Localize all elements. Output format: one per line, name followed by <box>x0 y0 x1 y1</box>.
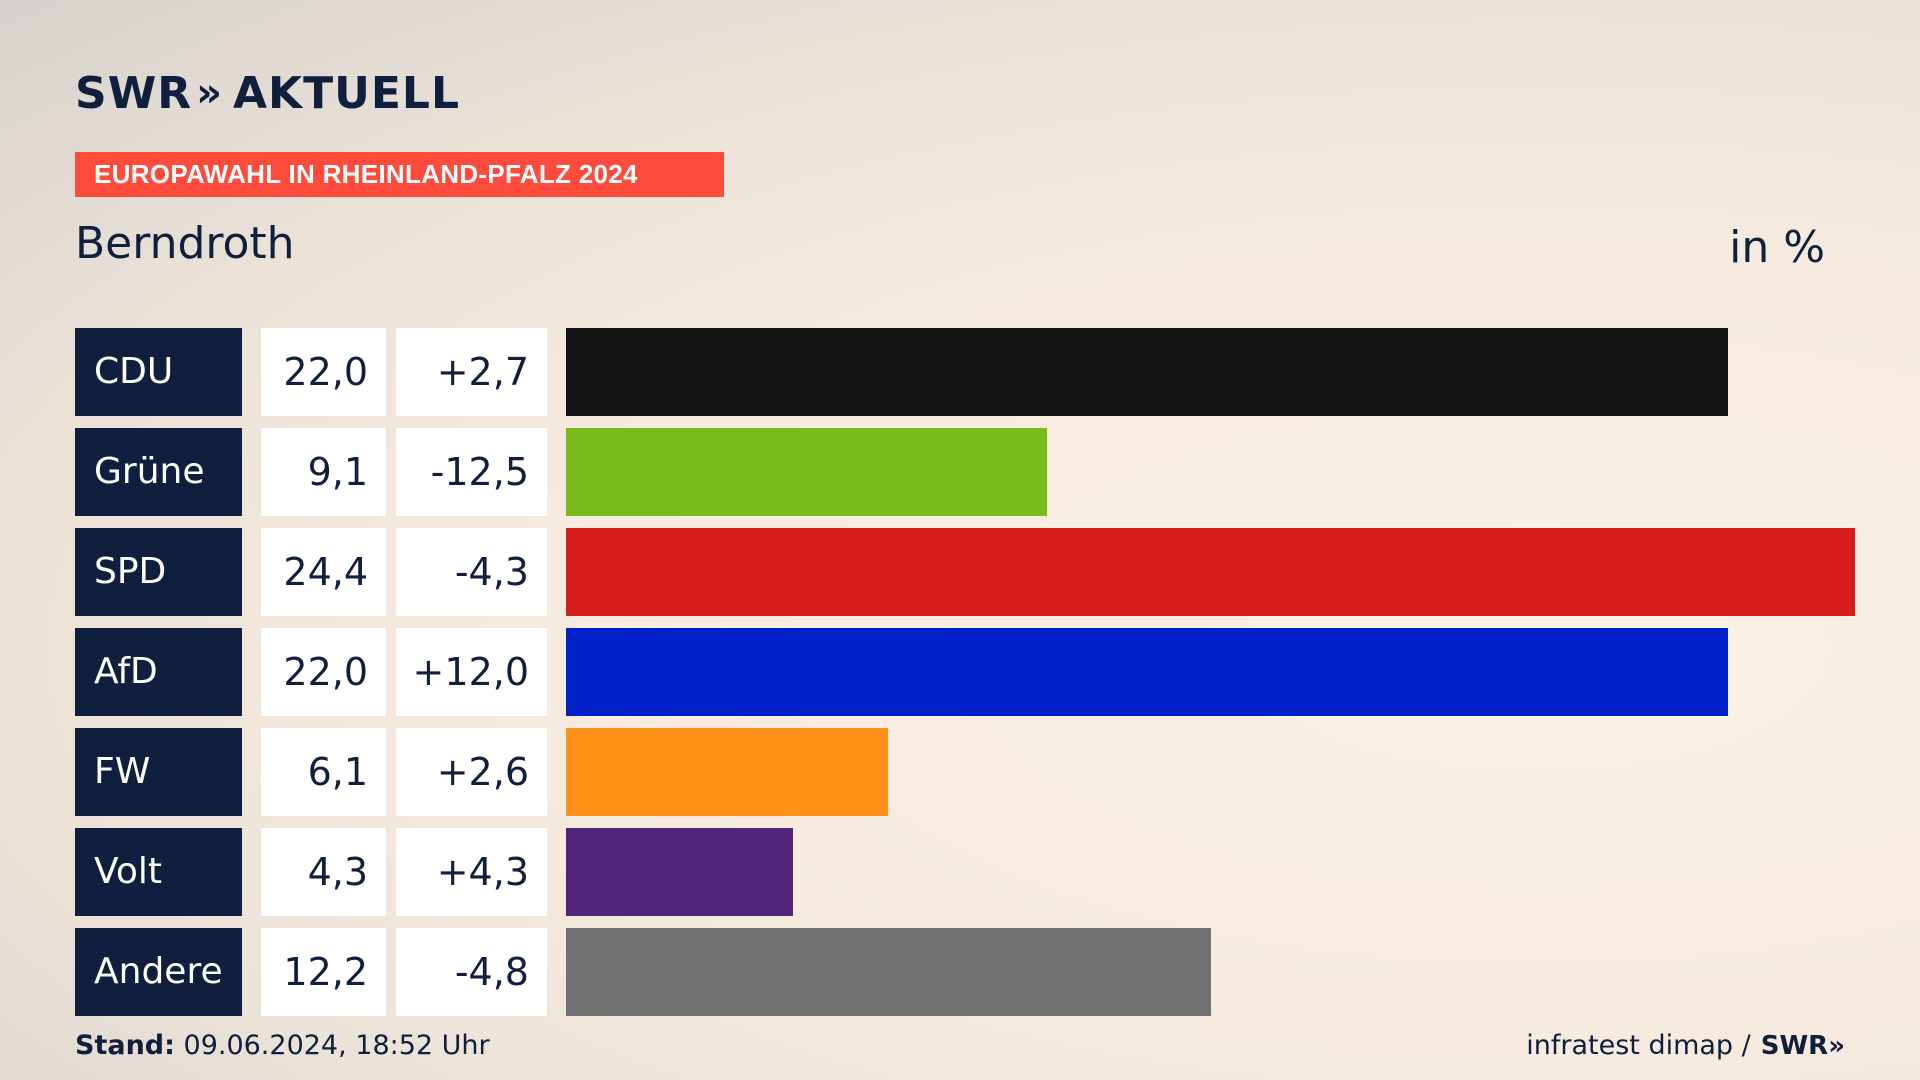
bar-afd <box>566 628 1728 716</box>
result-row: Andere 12,2 -4,8 <box>75 928 1855 1016</box>
vote-change: +2,6 <box>396 728 547 816</box>
bar-andere <box>566 928 1211 1016</box>
brand-suffix: AKTUELL <box>232 67 460 119</box>
source-credit: infratest dimap / SWR» <box>1526 1030 1845 1061</box>
source-text: infratest dimap / <box>1526 1030 1751 1061</box>
result-row: AfD 22,0 +12,0 <box>75 628 1855 716</box>
bar-cdu <box>566 328 1728 416</box>
source-brand: SWR» <box>1760 1030 1845 1061</box>
party-label: SPD <box>75 528 242 616</box>
party-label: Volt <box>75 828 242 916</box>
vote-share: 9,1 <box>261 428 386 516</box>
result-row: Grüne 9,1 -12,5 <box>75 428 1855 516</box>
vote-change: +12,0 <box>396 628 547 716</box>
bar-grüne <box>566 428 1047 516</box>
party-label: AfD <box>75 628 242 716</box>
double-chevron-icon: » <box>196 70 223 116</box>
party-label: CDU <box>75 328 242 416</box>
party-label: Andere <box>75 928 242 1016</box>
location-title: Berndroth <box>75 218 295 269</box>
unit-label: in % <box>1729 222 1825 273</box>
bar-volt <box>566 828 793 916</box>
vote-change: +2,7 <box>396 328 547 416</box>
vote-share: 24,4 <box>261 528 386 616</box>
vote-share: 12,2 <box>261 928 386 1016</box>
stand-value: 09.06.2024, 18:52 Uhr <box>183 1030 490 1061</box>
vote-change: +4,3 <box>396 828 547 916</box>
vote-share: 22,0 <box>261 628 386 716</box>
vote-change: -4,8 <box>396 928 547 1016</box>
party-label: FW <box>75 728 242 816</box>
result-row: FW 6,1 +2,6 <box>75 728 1855 816</box>
result-row: SPD 24,4 -4,3 <box>75 528 1855 616</box>
result-row: CDU 22,0 +2,7 <box>75 328 1855 416</box>
vote-share: 22,0 <box>261 328 386 416</box>
bar-spd <box>566 528 1855 616</box>
vote-change: -4,3 <box>396 528 547 616</box>
stand-label: Stand: <box>75 1030 175 1061</box>
swr-aktuell-logo: SWR » AKTUELL <box>75 66 460 120</box>
party-label: Grüne <box>75 428 242 516</box>
election-tag: EUROPAWAHL IN RHEINLAND-PFALZ 2024 <box>75 152 724 197</box>
bar-fw <box>566 728 888 816</box>
vote-share: 4,3 <box>261 828 386 916</box>
double-chevron-icon-small: » <box>1828 1030 1845 1061</box>
timestamp: Stand: 09.06.2024, 18:52 Uhr <box>75 1030 490 1061</box>
vote-change: -12,5 <box>396 428 547 516</box>
result-row: Volt 4,3 +4,3 <box>75 828 1855 916</box>
vote-share: 6,1 <box>261 728 386 816</box>
brand-name: SWR <box>75 67 193 119</box>
